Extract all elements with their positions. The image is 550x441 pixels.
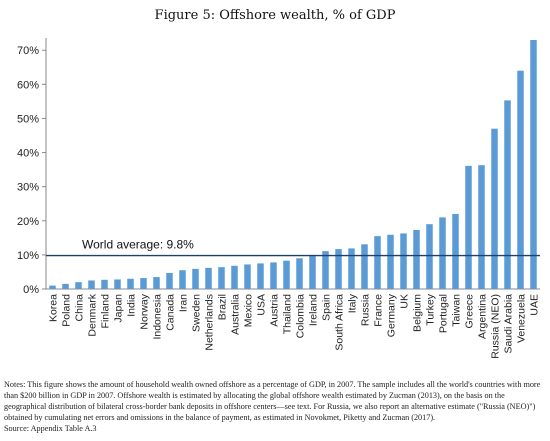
y-tick-label: 10% <box>17 250 39 262</box>
bar <box>49 285 56 289</box>
x-tick-label: Canada <box>165 294 177 331</box>
x-tick-label: Taiwan <box>451 294 463 327</box>
x-tick-label: Thailand <box>282 294 294 334</box>
bar <box>296 258 303 289</box>
chart-title: Figure 5: Offshore wealth, % of GDP <box>154 8 396 23</box>
bar <box>348 248 355 289</box>
x-tick-label: Portugal <box>438 294 450 333</box>
x-tick-label: Indonesia <box>152 294 164 340</box>
y-tick-label: 50% <box>17 113 39 125</box>
x-tick-label: Venezuela <box>516 294 528 343</box>
x-tick-label: Spain <box>321 294 333 321</box>
bar <box>439 217 446 289</box>
notes-text: Notes: This figure shows the amount of h… <box>4 380 541 422</box>
bar <box>491 128 498 289</box>
x-tick-label: Iran <box>178 294 190 312</box>
x-tick-label: Netherlands <box>204 294 216 351</box>
bar <box>309 254 316 289</box>
bar <box>413 229 420 289</box>
x-tick-label: Saudi Arabia <box>503 294 515 354</box>
bar <box>231 265 238 289</box>
x-tick-label: Australia <box>230 294 242 335</box>
bar <box>478 165 485 289</box>
bar <box>400 233 407 289</box>
bar <box>387 234 394 289</box>
bar <box>335 249 342 289</box>
x-tick-label: Italy <box>347 293 359 313</box>
bar <box>101 279 108 289</box>
y-tick-label: 30% <box>17 182 39 194</box>
x-tick-label: Belgium <box>412 294 424 332</box>
bar <box>218 267 225 289</box>
x-tick-label: France <box>373 294 385 327</box>
y-tick-label: 0% <box>23 284 39 296</box>
x-tick-label: Finland <box>100 294 112 329</box>
y-tick-label: 20% <box>17 216 39 228</box>
bar <box>244 264 251 289</box>
figure-notes: Notes: This figure shows the amount of h… <box>4 379 548 434</box>
x-tick-label: Turkey <box>425 293 437 325</box>
bar <box>504 100 511 290</box>
bar <box>465 165 472 289</box>
x-tick-label: Mexico <box>243 294 255 327</box>
x-tick-label: Brazil <box>217 294 229 320</box>
bar <box>153 277 160 289</box>
bar-chart: 0% 10% 20% 30% 40% 50% 60% 70% Korea Poland China D… <box>17 38 541 359</box>
bar <box>88 280 95 289</box>
x-tick-label: UK <box>399 294 411 309</box>
bar <box>517 70 524 289</box>
bar <box>452 213 459 289</box>
bar <box>192 268 199 289</box>
bar <box>62 283 69 289</box>
bar <box>166 272 173 289</box>
x-tick-label: Greece <box>464 294 476 329</box>
bar <box>374 236 381 289</box>
x-tick-label: Russia <box>360 294 372 326</box>
x-tick-label: Ireland <box>308 294 320 326</box>
x-tick-label: China <box>74 294 86 322</box>
source-text: Source: Appendix Table A.3 <box>4 424 97 433</box>
y-tick-label: 60% <box>17 79 39 91</box>
x-tick-label: Norway <box>139 293 151 329</box>
x-tick-label: Colombia <box>295 294 307 339</box>
bar <box>205 267 212 289</box>
x-tick-label: Sweden <box>191 294 203 332</box>
bar <box>283 260 290 289</box>
bar <box>114 279 121 289</box>
bar <box>179 270 186 289</box>
world-average-label: World average: 9.8% <box>82 238 194 252</box>
y-tick-label: 70% <box>17 45 39 57</box>
x-tick-label: Japan <box>113 294 125 323</box>
x-tick-label: India <box>126 294 138 317</box>
y-tick-label: 40% <box>17 148 39 160</box>
x-tick-label: Denmark <box>87 293 99 336</box>
bar <box>361 244 368 289</box>
x-tick-label: Germany <box>386 293 398 337</box>
bar <box>75 282 82 289</box>
bar <box>426 224 433 289</box>
x-tick-label: Russia (NEO) <box>490 294 502 359</box>
x-tick-label: UAE <box>529 294 541 316</box>
x-tick-label: Poland <box>61 294 73 327</box>
x-tick-label: South Africa <box>334 294 346 351</box>
bar <box>140 278 147 289</box>
bar <box>322 251 329 289</box>
x-tick-label: Austria <box>269 294 281 327</box>
x-tick-label: Korea <box>48 294 60 322</box>
bar <box>257 263 264 289</box>
x-tick-label: USA <box>256 294 268 316</box>
bar <box>270 262 277 289</box>
bar <box>127 278 134 289</box>
x-tick-label: Argentina <box>477 294 489 339</box>
bar <box>530 40 537 289</box>
